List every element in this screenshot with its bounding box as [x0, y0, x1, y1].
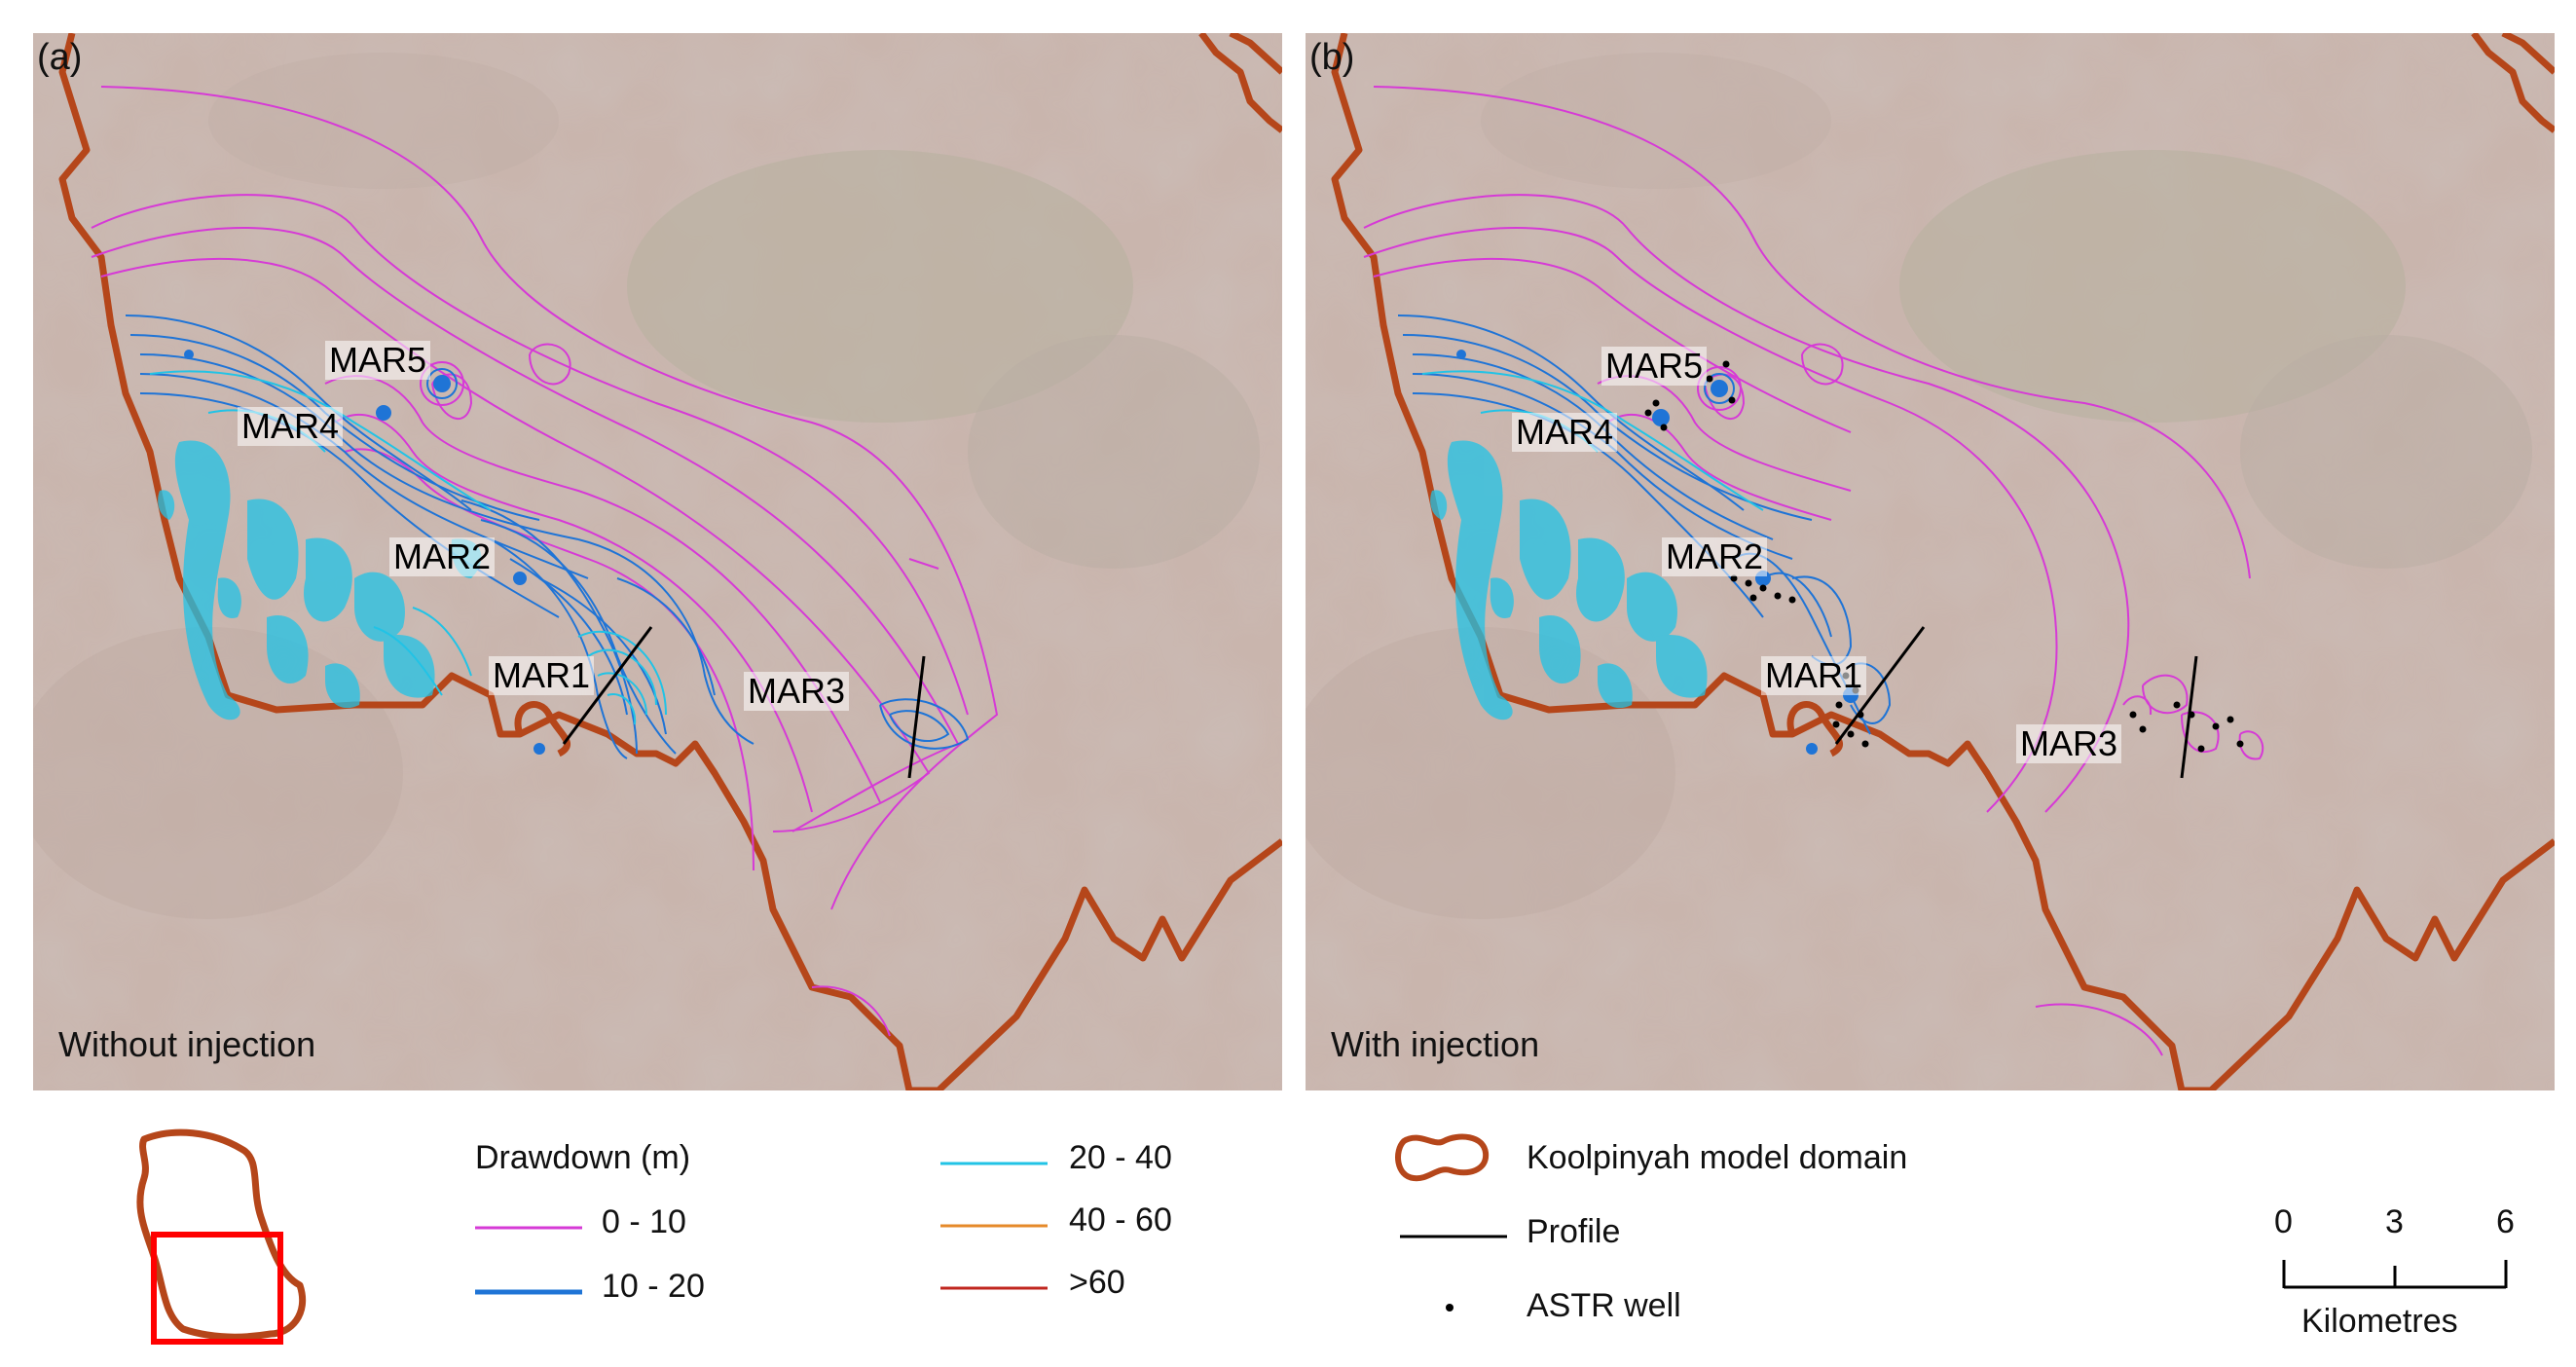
legend-label-20-40: 20 - 40	[1069, 1139, 1172, 1176]
profile-line-mar3	[907, 655, 926, 779]
profile-line-mar3	[2180, 655, 2198, 779]
contours-0-10	[1363, 86, 2264, 1056]
legend-label-model-domain: Koolpinyah model domain	[1527, 1139, 1908, 1176]
model-domain-boundary	[58, 33, 1282, 1090]
mar5-cone	[420, 361, 464, 406]
profile-line-mar1	[1834, 626, 1926, 745]
map-canvas-b	[1306, 33, 2555, 1090]
legend-label-astr-well: ASTR well	[1527, 1287, 1681, 1324]
site-label-mar3: MAR3	[2016, 724, 2122, 763]
site-label-mar2: MAR2	[1662, 537, 1768, 576]
site-label-mar5: MAR5	[325, 341, 431, 380]
legend-swatch-astr-well	[1446, 1304, 1454, 1312]
legend-swatch-model-domain	[1395, 1133, 1490, 1182]
legend-swatch-over-60	[940, 1286, 1048, 1290]
legend-swatch-profile	[1400, 1235, 1507, 1238]
scale-unit-label: Kilometres	[2301, 1303, 2458, 1340]
astr-wells	[1644, 360, 2244, 753]
legend-label-10-20: 10 - 20	[602, 1268, 705, 1305]
site-label-mar1: MAR1	[1761, 656, 1867, 695]
contours-0-10	[91, 86, 999, 1037]
legend-label-0-10: 0 - 10	[602, 1203, 686, 1240]
legend-drawdown-title: Drawdown (m)	[475, 1139, 691, 1176]
scale-tick-0: 0	[2274, 1203, 2293, 1240]
panel-letter-b: (b)	[1309, 37, 1355, 78]
legend-label-over-60: >60	[1069, 1264, 1125, 1301]
map-panel-with-injection: (b) MAR5 MAR4 MAR2 MAR1 MAR3 With inject…	[1306, 33, 2555, 1090]
legend-swatch-10-20	[475, 1289, 582, 1295]
profile-line-mar1	[562, 626, 653, 745]
legend-label-profile: Profile	[1527, 1213, 1621, 1250]
panel-letter-a: (a)	[37, 37, 83, 78]
model-domain-boundary	[1331, 33, 2555, 1090]
inset-locator-map	[136, 1128, 307, 1345]
site-label-mar4: MAR4	[1512, 413, 1618, 452]
map-canvas-a	[33, 33, 1282, 1090]
site-label-mar1: MAR1	[489, 656, 595, 695]
legend-swatch-20-40	[940, 1162, 1048, 1165]
site-label-mar3: MAR3	[744, 672, 850, 711]
scale-tick-6: 6	[2496, 1203, 2515, 1240]
site-label-mar5: MAR5	[1601, 347, 1708, 386]
panel-caption-a: Without injection	[58, 1024, 316, 1064]
scale-tick-3: 3	[2385, 1203, 2404, 1240]
inset-extent-box	[151, 1232, 283, 1345]
contours-20-40	[1430, 440, 1708, 720]
site-label-mar4: MAR4	[238, 407, 344, 446]
legend-swatch-40-60	[940, 1224, 1048, 1228]
legend-label-40-60: 40 - 60	[1069, 1201, 1172, 1238]
scale-bar	[2282, 1260, 2508, 1289]
map-panel-without-injection: (a) MAR5 MAR4 MAR2 MAR1 MAR3 Without inj…	[33, 33, 1282, 1090]
legend-swatch-0-10	[475, 1226, 582, 1230]
map-legend: Drawdown (m) 0 - 10 10 - 20 20 - 40 40 -…	[0, 1120, 2576, 1367]
site-label-mar2: MAR2	[389, 537, 496, 576]
mar5-cone	[1697, 366, 1742, 411]
panel-caption-b: With injection	[1331, 1024, 1540, 1064]
